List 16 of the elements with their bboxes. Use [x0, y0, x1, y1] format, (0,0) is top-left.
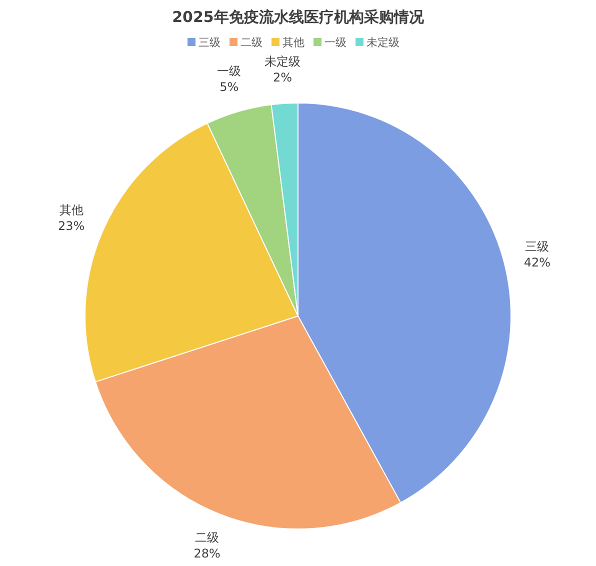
data-label: 28%: [194, 546, 220, 561]
legend-label: 未定级: [366, 36, 400, 49]
data-label: 42%: [524, 256, 551, 270]
data-label: 2%: [272, 70, 292, 84]
slice-label: 其他: [59, 202, 84, 217]
slice-label: 未定级: [264, 54, 300, 68]
data-label: 23%: [58, 218, 85, 233]
legend-label: 一级: [324, 36, 346, 49]
legend-label: 三级: [198, 36, 220, 49]
legend-label: 其他: [282, 36, 304, 49]
data-label: 5%: [220, 80, 239, 94]
legend-label: 二级: [240, 36, 262, 49]
slice-label: 三级: [525, 240, 550, 254]
slice-label: 二级: [195, 530, 220, 545]
chart-title: 2025年免疫流水线医疗机构采购情况: [172, 8, 425, 26]
slice-label: 一级: [217, 64, 242, 78]
